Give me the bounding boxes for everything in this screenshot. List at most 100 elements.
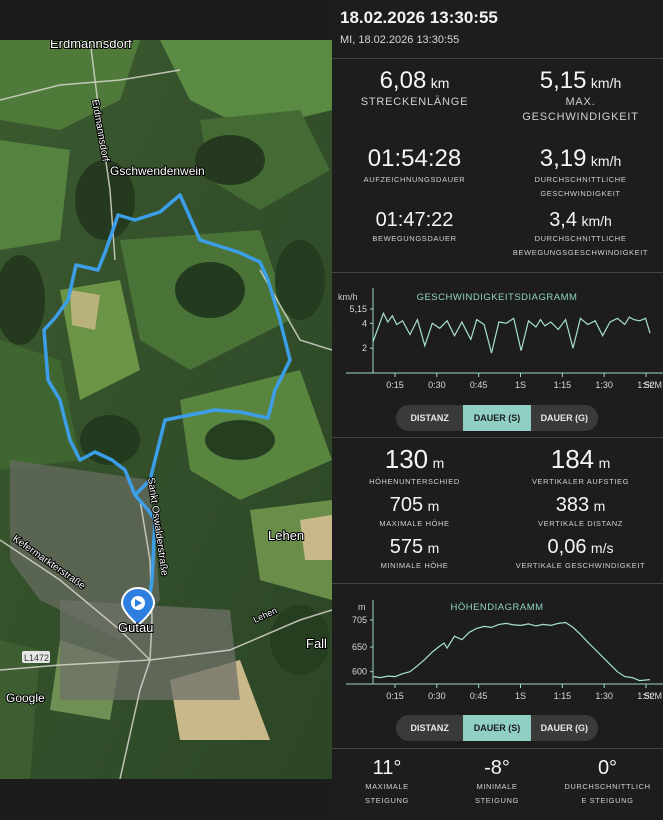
avg-move-speed-value: 3,4 xyxy=(549,209,577,231)
elevation-chart-mode-toggle[interactable]: DISTANZ DAUER (S) DAUER (G) xyxy=(396,715,598,741)
vert-dist-label: VERTIKALE DISTANZ xyxy=(538,519,623,528)
min-elev-unit: m xyxy=(427,540,440,556)
elev-diff-label: HÖHENUNTERSCHIED xyxy=(369,477,460,486)
speed-ytick-label: 5,15 xyxy=(349,304,367,314)
avg-slope-label-b: E STEIGUNG xyxy=(581,796,634,805)
elev-diff-value: 130 xyxy=(384,444,429,474)
speed-xtick-label: 0:30 xyxy=(428,380,446,390)
elev-ytick-label: 600 xyxy=(352,667,367,677)
weekday-date-time: MI, 18.02.2026 13:30:55 xyxy=(340,34,460,46)
max-elev-value: 705 xyxy=(389,494,424,516)
distance-stat: 6,08 km STRECKENLÄNGE xyxy=(332,67,497,110)
speed-xtick-label: 1:15 xyxy=(554,380,572,390)
speed-xtick-label: 1:52 xyxy=(637,380,655,390)
date-time: 18.02.2026 13:30:55 xyxy=(340,8,498,27)
map-label-top: Erdmannsdorf xyxy=(50,40,132,51)
vert-speed-label: VERTIKALE GESCHWINDIGKEIT xyxy=(515,561,646,570)
max-slope-label: MAXIMALE STEIGUNG xyxy=(365,782,409,805)
elev-xtick-label: 1:30 xyxy=(595,691,613,701)
elev-xtick-label: 1:52 xyxy=(637,691,655,701)
avg-slope-label-a: DURCHSCHNITTLICH xyxy=(564,782,651,791)
elev-diff-stat: 130 m HÖHENUNTERSCHIED xyxy=(332,444,497,489)
speed-mode-time-g[interactable]: DAUER (G) xyxy=(540,413,589,423)
min-slope-label: MINIMALE STEIGUNG xyxy=(475,782,519,805)
max-speed-unit: km/h xyxy=(590,75,622,91)
max-speed-label: MAX. GESCHWINDIGKEIT xyxy=(522,96,639,123)
speed-chart-mode-toggle[interactable]: DISTANZ DAUER (S) DAUER (G) xyxy=(396,405,598,431)
elev-mode-time-g[interactable]: DAUER (G) xyxy=(540,723,589,733)
elev-mode-distance[interactable]: DISTANZ xyxy=(410,723,449,733)
map-label-town: Gutau xyxy=(118,620,153,635)
route-map[interactable]: Erdmannsdorf Gschwendenwein Lehen Gutau … xyxy=(0,40,332,779)
move-duration-stat: 01:47:22 BEWEGUNGSDAUER xyxy=(332,209,497,246)
move-duration-label: BEWEGUNGSDAUER xyxy=(372,234,457,243)
elevation-chart[interactable]: m HÖHENDIAGRAMM 705 650 600 0:15 0:30 0:45 1S… xyxy=(332,592,663,712)
distance-value: 6,08 xyxy=(379,67,427,94)
max-slope-value: 11° xyxy=(372,757,402,779)
min-elev-value: 575 xyxy=(389,536,424,558)
map-attribution: Google xyxy=(6,691,45,705)
elev-xtick-label: 0:45 xyxy=(470,691,488,701)
elev-series-line xyxy=(372,621,651,682)
elevation-chart-section: m HÖHENDIAGRAMM 705 650 600 0:15 0:30 0:45 1S… xyxy=(332,583,663,749)
min-elev-stat: 575 m MINIMALE HÖHE xyxy=(332,536,497,573)
max-speed-stat: 5,15 km/h MAX. GESCHWINDIGKEIT xyxy=(498,67,663,125)
slope-stats: 11° MAXIMALE STEIGUNG -8° MINIMALE STEIG… xyxy=(332,748,663,820)
move-duration-value: 01:47:22 xyxy=(375,209,454,231)
min-slope-value: -8° xyxy=(484,757,510,779)
map-label-lehen: Lehen xyxy=(268,528,304,543)
speed-xunit: St:M xyxy=(643,380,662,390)
ascent-unit: m xyxy=(598,455,611,471)
rec-duration-label: AUFZEICHNUNGSDAUER xyxy=(363,175,466,184)
speed-series-line xyxy=(372,311,651,354)
vert-dist-unit: m xyxy=(593,498,606,514)
elev-chart-title: HÖHENDIAGRAMM xyxy=(450,602,543,613)
elev-ylabel: m xyxy=(358,602,366,612)
speed-mode-time-s[interactable]: DAUER (S) xyxy=(463,405,531,431)
rec-duration-value: 01:54:28 xyxy=(367,145,462,172)
elev-xtick-label: 0:15 xyxy=(386,691,404,701)
start-marker-icon[interactable] xyxy=(120,586,156,627)
vert-speed-unit: m/s xyxy=(590,540,614,556)
ascent-label: VERTIKALER AUFSTIEG xyxy=(531,477,630,486)
min-elev-label: MINIMALE HÖHE xyxy=(380,561,449,570)
elev-ytick-label: 705 xyxy=(352,615,367,625)
vert-dist-stat: 383 m VERTIKALE DISTANZ xyxy=(498,494,663,531)
elev-xtick-label: 0:30 xyxy=(428,691,446,701)
map-label-fall: Fall xyxy=(306,636,327,651)
elev-diff-unit: m xyxy=(432,455,445,471)
avg-speed-label: DURCHSCHNITTLICHE GESCHWINDIGKEIT xyxy=(534,175,627,198)
map-canvas[interactable]: Erdmannsdorf Gschwendenwein Lehen Gutau … xyxy=(0,40,332,779)
distance-unit: km xyxy=(430,75,450,91)
elev-mode-time-s[interactable]: DAUER (S) xyxy=(463,715,531,741)
speed-ytick-label: 2 xyxy=(362,343,367,353)
speed-chart[interactable]: km/h GESCHWINDIGKEITSDIAGRAMM 5,15 4 2 0:1… xyxy=(332,281,663,401)
avg-move-speed-label: DURCHSCHNITTLICHE BEWEGUNGSGESCHWINDIGKE… xyxy=(512,234,649,257)
header: 18.02.2026 13:30:55 MI, 18.02.2026 13:30… xyxy=(340,8,498,46)
max-elev-stat: 705 m MAXIMALE HÖHE xyxy=(332,494,497,531)
stats-panel: 18.02.2026 13:30:55 MI, 18.02.2026 13:30… xyxy=(332,0,663,819)
elev-xtick-label: 1S xyxy=(515,691,526,701)
vert-speed-value: 0,06 xyxy=(547,536,587,558)
min-slope-stat: -8° MINIMALE STEIGUNG xyxy=(442,757,552,808)
distance-label: STRECKENLÄNGE xyxy=(360,96,469,108)
avg-slope-value: 0° xyxy=(597,757,618,779)
max-elev-unit: m xyxy=(427,498,440,514)
speed-xtick-label: 1S xyxy=(515,380,526,390)
avg-slope-stat: 0° DURCHSCHNITTLICH E STEIGUNG xyxy=(552,757,663,808)
speed-ytick-label: 4 xyxy=(362,318,367,328)
avg-speed-stat: 3,19 km/h DURCHSCHNITTLICHE GESCHWINDIGK… xyxy=(498,145,663,201)
avg-speed-unit: km/h xyxy=(590,153,622,169)
vert-dist-value: 383 xyxy=(555,494,590,516)
elev-xtick-label: 1:15 xyxy=(554,691,572,701)
route-track xyxy=(42,193,292,612)
ascent-stat: 184 m VERTIKALER AUFSTIEG xyxy=(498,444,663,489)
ascent-value: 184 xyxy=(550,444,595,474)
avg-move-speed-unit: km/h xyxy=(581,213,612,229)
rec-duration-stat: 01:54:28 AUFZEICHNUNGSDAUER xyxy=(332,145,497,187)
speed-chart-title: GESCHWINDIGKEITSDIAGRAMM xyxy=(417,292,578,303)
avg-speed-value: 3,19 xyxy=(539,145,587,172)
speed-mode-distance[interactable]: DISTANZ xyxy=(410,413,449,423)
max-speed-value: 5,15 xyxy=(539,67,587,94)
max-slope-stat: 11° MAXIMALE STEIGUNG xyxy=(332,757,442,808)
